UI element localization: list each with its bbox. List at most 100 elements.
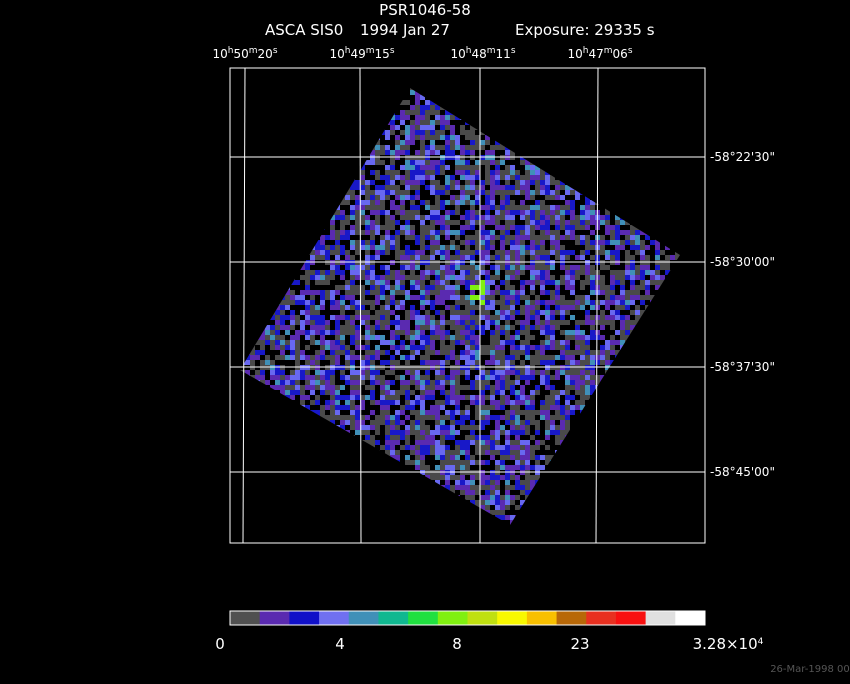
pixel [635, 270, 640, 275]
pixel [450, 335, 455, 340]
pixel [540, 315, 545, 320]
pixel [510, 340, 515, 345]
pixel [645, 280, 650, 285]
pixel [500, 295, 505, 300]
pixel [415, 225, 420, 230]
pixel [520, 315, 525, 320]
pixel [390, 315, 395, 320]
pixel [410, 110, 415, 115]
pixel [430, 275, 435, 280]
pixel [505, 220, 510, 225]
pixel [280, 330, 285, 335]
pixel [545, 175, 550, 180]
pixel [435, 350, 440, 355]
pixel [370, 355, 375, 360]
pixel [330, 315, 335, 320]
pixel [355, 315, 360, 320]
pixel [290, 320, 295, 325]
pixel [425, 185, 430, 190]
pixel [380, 210, 385, 215]
pixel [470, 135, 475, 140]
pixel [515, 315, 520, 320]
pixel [430, 315, 435, 320]
pixel [590, 240, 595, 245]
pixel [550, 285, 555, 290]
pixel [500, 245, 505, 250]
pixel [365, 335, 370, 340]
pixel [415, 290, 420, 295]
pixel [405, 310, 410, 315]
pixel [370, 230, 375, 235]
pixel [300, 325, 305, 330]
pixel [355, 185, 360, 190]
pixel [585, 255, 590, 260]
pixel [350, 270, 355, 275]
pixel [410, 160, 415, 165]
pixel [260, 340, 265, 345]
pixel [415, 230, 420, 235]
pixel [460, 135, 465, 140]
pixel [410, 265, 415, 270]
pixel [415, 190, 420, 195]
pixel [505, 240, 510, 245]
pixel [340, 290, 345, 295]
pixel [470, 320, 475, 325]
pixel [390, 330, 395, 335]
pixel [580, 200, 585, 205]
pixel [560, 280, 565, 285]
pixel [550, 255, 555, 260]
pixel [525, 325, 530, 330]
pixel [435, 140, 440, 145]
pixel [405, 200, 410, 205]
pixel [640, 265, 645, 270]
pixel [295, 315, 300, 320]
pixel [475, 335, 480, 340]
pixel [280, 305, 285, 310]
pixel [630, 250, 635, 255]
pixel [290, 315, 295, 320]
pixel [420, 280, 425, 285]
pixel [380, 355, 385, 360]
pixel [370, 195, 375, 200]
pixel [440, 120, 445, 125]
pixel [470, 245, 475, 250]
pixel [530, 300, 535, 305]
pixel [425, 255, 430, 260]
pixel [415, 110, 420, 115]
pixel [500, 320, 505, 325]
pixel [565, 235, 570, 240]
pixel [435, 345, 440, 350]
pixel [385, 240, 390, 245]
pixel [540, 245, 545, 250]
pixel [435, 235, 440, 240]
pixel [480, 205, 485, 210]
pixel [470, 285, 475, 290]
pixel [410, 210, 415, 215]
pixel [405, 300, 410, 305]
pixel [615, 295, 620, 300]
pixel [650, 285, 655, 290]
pixel [385, 275, 390, 280]
pixel [440, 245, 445, 250]
pixel [615, 285, 620, 290]
pixel [525, 330, 530, 335]
pixel [300, 335, 305, 340]
pixel [450, 275, 455, 280]
pixel [345, 265, 350, 270]
pixel [450, 360, 455, 365]
pixel [430, 270, 435, 275]
pixel [385, 335, 390, 340]
pixel [460, 340, 465, 345]
pixel [480, 185, 485, 190]
pixel [435, 295, 440, 300]
pixel [450, 315, 455, 320]
pixel [325, 320, 330, 325]
pixel [620, 240, 625, 245]
pixel [325, 340, 330, 345]
pixel [270, 325, 275, 330]
pixel [505, 295, 510, 300]
pixel [515, 200, 520, 205]
pixel [545, 310, 550, 315]
pixel [620, 335, 625, 340]
pixel [325, 335, 330, 340]
